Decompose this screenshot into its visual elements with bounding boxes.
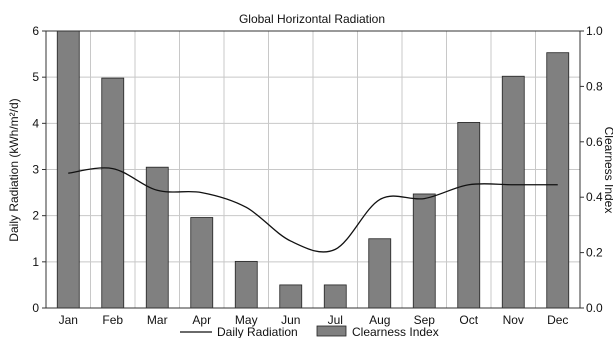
y2-axis-title: Clearness Index	[602, 127, 613, 214]
bar	[457, 122, 481, 309]
x-tick-label: Jul	[328, 313, 343, 327]
line-daily-radiation	[68, 167, 558, 253]
x-tick-label: Mar	[147, 313, 168, 327]
bar	[190, 217, 214, 309]
bar	[323, 284, 347, 309]
bar	[234, 260, 258, 309]
chart-title: Global Horizontal Radiation	[239, 12, 385, 26]
x-tick-label: Feb	[102, 313, 123, 327]
y2-tick-label: 0.2	[586, 246, 603, 260]
bar	[279, 284, 303, 309]
x-tick-label: Dec	[547, 313, 568, 327]
bar	[145, 166, 169, 309]
legend: Daily Radiation Clearness Index	[180, 325, 439, 338]
x-tick-label: Jun	[281, 313, 300, 327]
x-tick-label: Oct	[459, 313, 478, 327]
bar	[546, 52, 570, 309]
y2-tick-label: 0.6	[586, 135, 603, 149]
y-tick-label: 5	[32, 70, 39, 84]
y-tick-label: 1	[32, 255, 39, 269]
x-tick-label: Sep	[414, 313, 436, 327]
y2-tick-label: 0.8	[586, 79, 603, 93]
y-tick-label: 2	[32, 209, 39, 223]
y2-tick-label: 0.0	[586, 301, 603, 315]
y2-tick-label: 0.4	[586, 190, 603, 204]
y-tick-label: 3	[32, 163, 39, 177]
y2-tick-label: 1.0	[586, 24, 603, 38]
line-series	[68, 167, 558, 253]
bar	[56, 30, 80, 309]
y-tick-label: 6	[32, 24, 39, 38]
bar	[368, 238, 392, 309]
bar	[101, 77, 125, 309]
grid	[46, 30, 580, 309]
legend-bar-swatch	[316, 325, 347, 337]
x-axis: Jan Feb Mar Apr May Jun Jul Aug Sep Oct Nov Dec	[59, 313, 569, 327]
legend-label-clearness-index: Clearness Index	[352, 325, 439, 338]
bar	[501, 75, 525, 309]
y-tick-label: 0	[32, 301, 39, 315]
x-tick-label: Aug	[369, 313, 390, 327]
y-tick-label: 4	[32, 116, 39, 130]
y-axis-left: 0 1 2 3 4 5 6	[32, 24, 46, 315]
legend-label-daily-radiation: Daily Radiation	[217, 325, 298, 338]
bar-series	[56, 30, 570, 309]
y-axis-right: 0.0 0.2 0.4 0.6 0.8 1.0	[580, 24, 603, 315]
x-tick-label: May	[235, 313, 258, 327]
x-tick-label: Apr	[192, 313, 211, 327]
bar	[412, 193, 436, 309]
x-tick-label: Jan	[59, 313, 78, 327]
y-axis-title: Daily Radiation (kWh/m²/d)	[7, 98, 21, 241]
x-tick-label: Nov	[503, 313, 524, 327]
